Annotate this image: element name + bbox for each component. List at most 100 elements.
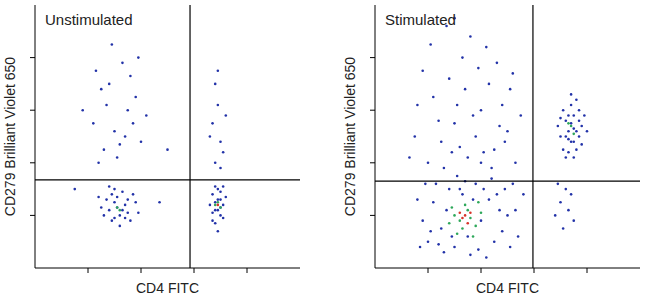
event-dot	[472, 235, 475, 238]
event-dot	[421, 219, 424, 222]
event-dot	[219, 190, 222, 193]
event-dot	[443, 251, 446, 254]
event-dot	[119, 209, 122, 212]
event-dot	[217, 198, 220, 201]
event-dot	[73, 188, 76, 191]
event-dot	[97, 196, 100, 199]
event-dot	[222, 151, 225, 154]
event-dot	[111, 219, 114, 222]
event-dot	[158, 201, 161, 204]
event-dot	[427, 162, 430, 165]
event-dot	[469, 211, 472, 214]
event-dot	[453, 122, 456, 125]
y-axis-label: CD279 Brilliant Violet 650	[2, 57, 18, 216]
event-dot	[480, 109, 483, 112]
event-dot	[464, 214, 467, 217]
event-dot	[113, 201, 116, 204]
event-dot	[108, 83, 111, 86]
event-dot	[477, 67, 480, 70]
event-dot	[103, 148, 106, 151]
event-dot	[116, 196, 119, 199]
event-dot	[482, 188, 485, 191]
event-dot	[480, 162, 483, 165]
event-dot	[565, 135, 568, 138]
event-dot	[108, 185, 111, 188]
event-dot	[421, 69, 424, 72]
event-dot	[485, 256, 488, 259]
event-dot	[570, 93, 573, 96]
event-dot	[134, 96, 137, 99]
event-dot	[557, 125, 560, 128]
event-dot	[565, 188, 568, 191]
event-dot	[222, 217, 225, 220]
event-dot	[121, 62, 124, 65]
event-dot	[580, 125, 583, 128]
event-dot	[121, 209, 124, 212]
event-dot	[214, 201, 217, 204]
event-dot	[419, 246, 422, 249]
event-dot	[413, 135, 416, 138]
y-axis	[375, 5, 376, 268]
event-dot	[522, 193, 525, 196]
event-dot	[490, 167, 493, 170]
x-axis-label: CD4 FITC	[476, 280, 539, 296]
x-tick	[247, 268, 248, 273]
event-dot	[474, 135, 477, 138]
event-dot	[575, 148, 578, 151]
event-dot	[464, 88, 467, 91]
y-tick	[370, 162, 375, 163]
event-dot	[105, 104, 108, 107]
event-dot	[219, 214, 222, 217]
event-dot	[557, 183, 560, 186]
event-dot	[432, 201, 435, 204]
event-dot	[469, 35, 472, 38]
event-dot	[567, 209, 570, 212]
event-dot	[488, 83, 491, 86]
event-dot	[575, 130, 578, 133]
event-dot	[472, 198, 475, 201]
event-dot	[219, 206, 222, 209]
event-dot	[453, 214, 456, 217]
event-dot	[570, 104, 573, 107]
event-dot	[209, 204, 212, 207]
event-dot	[119, 225, 122, 228]
x-axis-label: CD4 FITC	[136, 280, 199, 296]
event-dot	[570, 122, 573, 125]
event-dot	[105, 198, 108, 201]
y-tick	[30, 57, 35, 58]
event-dot	[137, 211, 140, 214]
x-tick	[481, 268, 482, 273]
event-dot	[572, 140, 575, 143]
event-dot	[100, 88, 103, 91]
event-dot	[424, 183, 427, 186]
event-dot	[567, 138, 570, 141]
panel-title: Stimulated	[385, 11, 456, 28]
event-dot	[443, 167, 446, 170]
event-dot	[126, 198, 129, 201]
event-dot	[480, 211, 483, 214]
event-dot	[512, 183, 515, 186]
event-dot	[219, 140, 222, 143]
event-dot	[100, 206, 103, 209]
event-dot	[219, 198, 222, 201]
event-dot	[567, 151, 570, 154]
event-dot	[469, 254, 472, 257]
event-dot	[466, 156, 469, 159]
event-dot	[456, 104, 459, 107]
event-dot	[116, 206, 119, 209]
gate-line	[35, 179, 300, 180]
x-tick	[141, 268, 142, 273]
y-axis-label: CD279 Brilliant Violet 650	[342, 57, 358, 216]
gate-line	[189, 5, 190, 268]
x-tick	[428, 268, 429, 273]
event-dot	[435, 183, 438, 186]
event-dot	[474, 225, 477, 228]
event-dot	[108, 209, 111, 212]
points	[408, 17, 588, 259]
x-axis	[375, 268, 640, 269]
event-dot	[459, 146, 462, 149]
event-dot	[92, 122, 95, 125]
event-dot	[129, 219, 132, 222]
event-dot	[95, 69, 98, 72]
event-dot	[514, 209, 517, 212]
